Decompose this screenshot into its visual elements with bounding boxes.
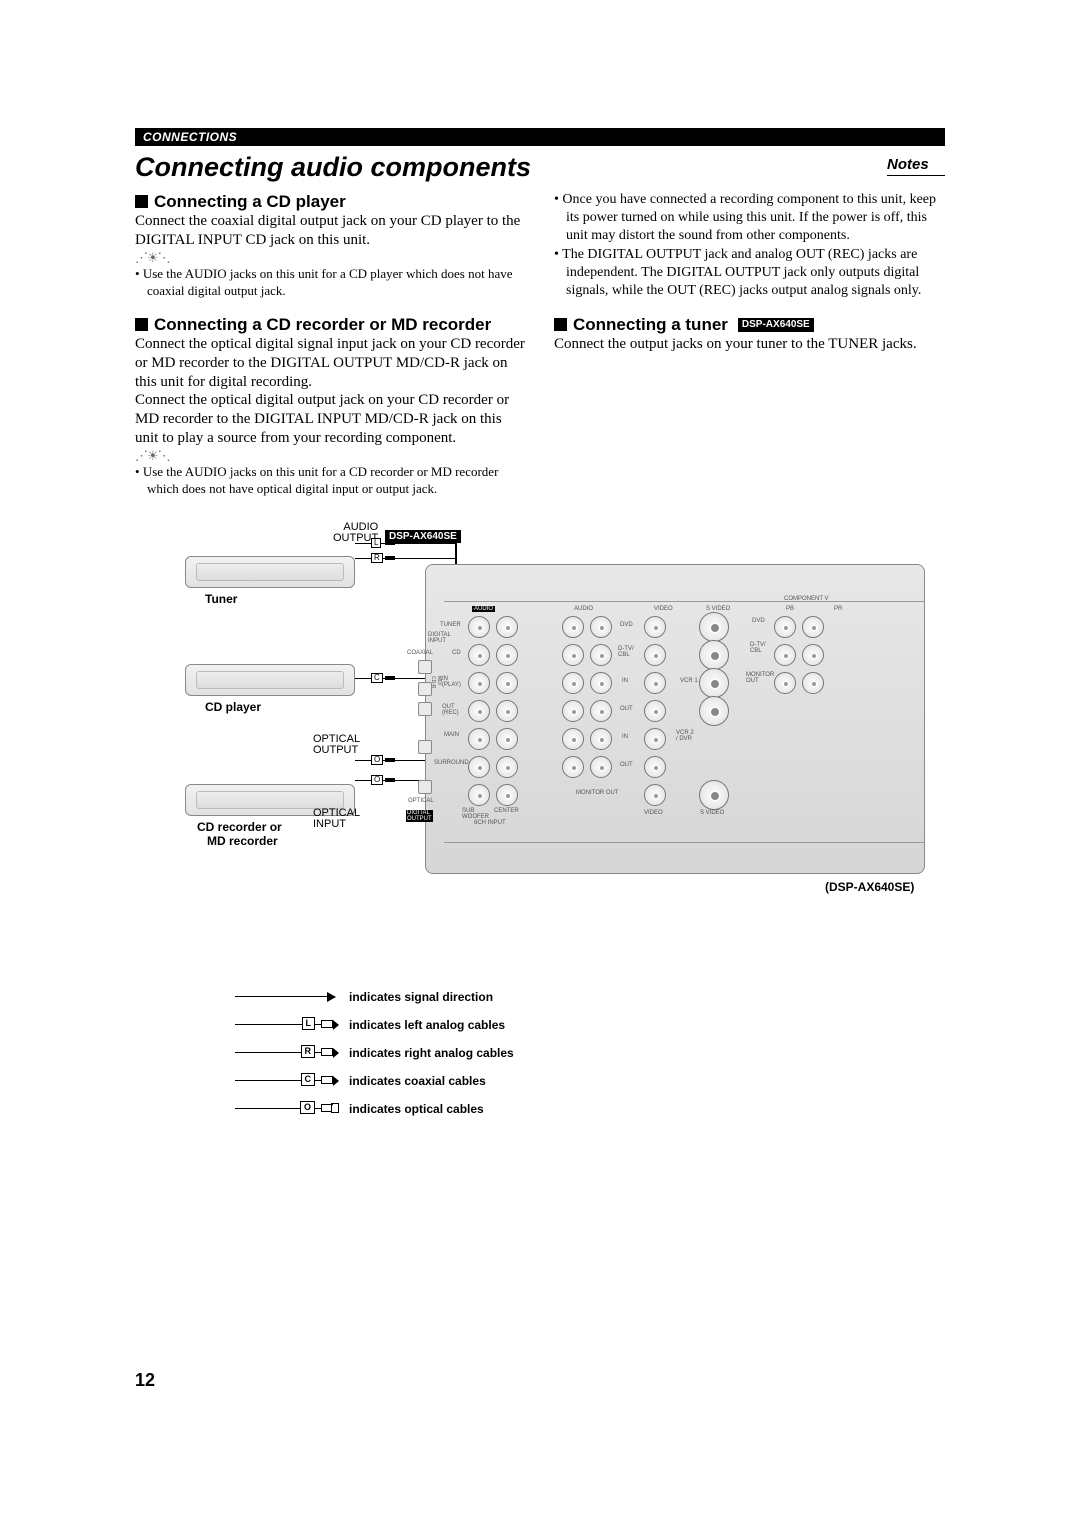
optical-input-label: OPTICALINPUT bbox=[313, 808, 360, 830]
lbl-audio2: AUDIO bbox=[574, 606, 593, 612]
tip-icon: ⋰☀⋱ bbox=[135, 448, 526, 464]
plug-c: C bbox=[371, 673, 383, 683]
lbl-pb: PB bbox=[786, 606, 794, 612]
lbl-cd: CD bbox=[452, 650, 461, 656]
tip-icon: ⋰☀⋱ bbox=[135, 250, 526, 266]
lbl-vid2: VIDEO bbox=[644, 810, 663, 816]
lbl-digout: DIGITALOUTPUT bbox=[406, 810, 433, 822]
lbl-component: COMPONENT V bbox=[784, 596, 829, 602]
cd-player-tip: Use the AUDIO jacks on this unit for a C… bbox=[147, 266, 526, 300]
lbl-svid2: S VIDEO bbox=[700, 810, 724, 816]
lbl-svideo: S VIDEO bbox=[706, 606, 730, 612]
lbl-dvd2: DVD bbox=[752, 618, 765, 624]
tuner-heading-text: Connecting a tuner bbox=[573, 314, 728, 335]
square-bullet-icon bbox=[554, 318, 567, 331]
lbl-dvd: DVD bbox=[620, 622, 633, 628]
cd-md-body2: Connect the optical digital output jack … bbox=[135, 391, 526, 447]
cd-player-body: Connect the coaxial digital output jack … bbox=[135, 212, 526, 250]
diagram-model-badge: DSP-AX640SE bbox=[385, 530, 461, 543]
note-2: The DIGITAL OUTPUT jack and analog OUT (… bbox=[566, 246, 945, 301]
lbl-outrec: OUT(REC) bbox=[442, 704, 459, 716]
plug-o: O bbox=[371, 755, 383, 765]
lbl-main: MAIN bbox=[444, 732, 459, 738]
lbl-di: DIGITALINPUT bbox=[428, 632, 451, 644]
legend-right-text: indicates right analog cables bbox=[349, 1046, 514, 1060]
plug-o2: O bbox=[371, 775, 383, 785]
tuner-label: Tuner bbox=[205, 592, 237, 606]
lbl-out1: OUT bbox=[620, 706, 633, 712]
lbl-monout: MONITOR OUT bbox=[576, 790, 619, 796]
lbl-optical: OPTICAL bbox=[408, 798, 434, 804]
cd-md-body1: Connect the optical digital signal input… bbox=[135, 335, 526, 391]
lbl-dtv: D-TV/CBL bbox=[618, 646, 634, 658]
square-bullet-icon bbox=[135, 195, 148, 208]
cd-md-heading-text: Connecting a CD recorder or MD recorder bbox=[154, 314, 491, 335]
legend: indicates signal direction L indicates l… bbox=[235, 983, 945, 1123]
cd-player-heading: Connecting a CD player bbox=[135, 191, 526, 212]
lbl-in2: IN bbox=[622, 734, 628, 740]
lbl-monout2: MONITOROUT bbox=[746, 672, 774, 684]
legend-left: L indicates left analog cables bbox=[235, 1011, 945, 1039]
legend-left-text: indicates left analog cables bbox=[349, 1018, 505, 1032]
tuner-device bbox=[185, 556, 355, 588]
lbl-in1: IN bbox=[622, 678, 628, 684]
cd-player-heading-text: Connecting a CD player bbox=[154, 191, 346, 212]
square-bullet-icon bbox=[135, 318, 148, 331]
legend-coax-text: indicates coaxial cables bbox=[349, 1074, 486, 1088]
cdr-label1: CD recorder or bbox=[197, 820, 282, 834]
legend-opt-text: indicates optical cables bbox=[349, 1102, 484, 1116]
legend-opt: O indicates optical cables bbox=[235, 1095, 945, 1123]
cd-md-tip: Use the AUDIO jacks on this unit for a C… bbox=[147, 464, 526, 498]
notes-heading: Notes bbox=[887, 156, 945, 176]
left-column: Connecting a CD player Connect the coaxi… bbox=[135, 191, 526, 498]
lbl-6ch: 6CH INPUT bbox=[474, 820, 506, 826]
lbl-inplay: IN(PLAY) bbox=[442, 676, 461, 688]
cd-player-device bbox=[185, 664, 355, 696]
lbl-out2: OUT bbox=[620, 762, 633, 768]
right-column: Once you have connected a recording comp… bbox=[554, 191, 945, 498]
legend-signal: indicates signal direction bbox=[235, 983, 945, 1011]
lbl-sub: SUBWOOFER bbox=[462, 808, 489, 820]
cd-md-heading: Connecting a CD recorder or MD recorder bbox=[135, 314, 526, 335]
lbl-vcr2: VCR 2/ DVR bbox=[676, 730, 694, 742]
lbl-coax: COAXIAL bbox=[407, 650, 433, 656]
cd-player-label: CD player bbox=[205, 700, 261, 714]
model-badge: DSP-AX640SE bbox=[738, 318, 814, 333]
legend-right: R indicates right analog cables bbox=[235, 1039, 945, 1067]
optical-output-label: OPTICALOUTPUT bbox=[313, 734, 360, 756]
lbl-audio: AUDIO bbox=[472, 606, 495, 612]
lbl-pr: PR bbox=[834, 606, 842, 612]
tuner-heading: Connecting a tuner DSP-AX640SE bbox=[554, 314, 945, 335]
lbl-center: CENTER bbox=[494, 808, 519, 814]
legend-coax: C indicates coaxial cables bbox=[235, 1067, 945, 1095]
cdr-label2: MD recorder bbox=[207, 834, 278, 848]
lbl-tuner: TUNER bbox=[440, 622, 461, 628]
section-header: CONNECTIONS bbox=[135, 128, 945, 146]
legend-signal-text: indicates signal direction bbox=[349, 990, 493, 1004]
lbl-vcr1: VCR 1 bbox=[680, 678, 698, 684]
receiver-rear-panel: AUDIO TUNER CD DIGITALINPUT IN(PLAY) MD/… bbox=[425, 564, 925, 874]
lbl-surr: SURROUND bbox=[434, 760, 469, 766]
page-number: 12 bbox=[135, 1370, 155, 1391]
plug-r: R bbox=[371, 553, 383, 563]
lbl-dtv2: D-TV/CBL bbox=[750, 642, 766, 654]
page-title: Connecting audio components bbox=[135, 152, 863, 183]
model-caption: (DSP-AX640SE) bbox=[825, 880, 914, 894]
lbl-video: VIDEO bbox=[654, 606, 673, 612]
tuner-body: Connect the output jacks on your tuner t… bbox=[554, 335, 945, 354]
note-1: Once you have connected a recording comp… bbox=[566, 191, 945, 246]
connection-diagram: AUDIOOUTPUT DSP-AX640SE Tuner CD player … bbox=[135, 528, 925, 968]
plug-l: L bbox=[371, 538, 381, 548]
